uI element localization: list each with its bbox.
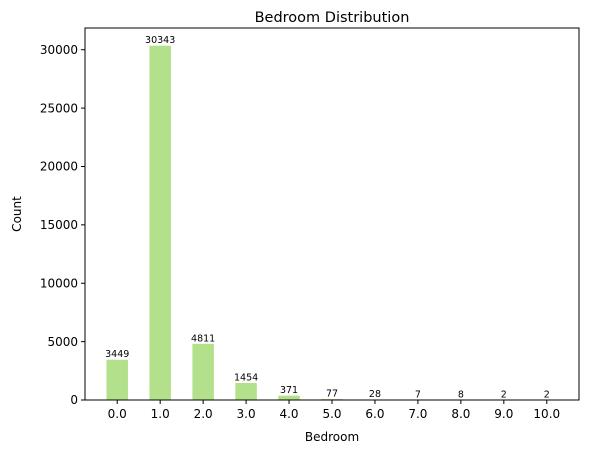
x-tick-label-5.0: 5.0: [322, 407, 341, 421]
bars-group: [106, 45, 558, 400]
y-tick-label-15000: 15000: [40, 218, 78, 232]
bar-0.0: [106, 359, 128, 400]
bar-3.0: [235, 383, 257, 400]
data-label-10.0: 2: [544, 389, 550, 400]
data-label-5.0: 77: [326, 389, 338, 400]
bar-2.0: [192, 343, 214, 400]
data-label-3.0: 1454: [234, 373, 258, 384]
data-label-8.0: 8: [458, 389, 464, 400]
y-tick-label-0: 0: [70, 393, 78, 407]
y-tick-label-25000: 25000: [40, 101, 78, 115]
x-axis: 0.0 1.0 2.0 3.0 4.0 5.0 6.0 7.0 8.0 9.0 10.0: [108, 400, 560, 421]
data-labels-group: 3449 30343 4811 1454 371 77 28 7 8 2 2: [105, 35, 550, 400]
y-tick-label-20000: 20000: [40, 160, 78, 174]
data-label-4.0: 371: [280, 385, 298, 396]
y-axis: 0 5000 10000 15000 20000 25000 30000: [40, 43, 85, 407]
y-tick-label-5000: 5000: [47, 335, 78, 349]
data-label-2.0: 4811: [191, 333, 215, 344]
y-tick-label-10000: 10000: [40, 276, 78, 290]
bar-4.0: [278, 395, 300, 400]
data-label-9.0: 2: [501, 389, 507, 400]
x-tick-label-1.0: 1.0: [151, 407, 170, 421]
bar-1.0: [149, 45, 171, 400]
data-label-7.0: 7: [415, 389, 421, 400]
x-tick-label-2.0: 2.0: [194, 407, 213, 421]
x-tick-label-9.0: 9.0: [494, 407, 513, 421]
data-label-6.0: 28: [369, 389, 381, 400]
chart-title: Bedroom Distribution: [255, 10, 410, 26]
x-tick-label-3.0: 3.0: [237, 407, 256, 421]
x-tick-label-6.0: 6.0: [365, 407, 384, 421]
x-axis-label: Bedroom: [305, 430, 359, 444]
data-label-0.0: 3449: [105, 349, 129, 360]
y-tick-label-30000: 30000: [40, 43, 78, 57]
x-tick-label-0.0: 0.0: [108, 407, 127, 421]
x-tick-label-7.0: 7.0: [408, 407, 427, 421]
y-axis-label: Count: [10, 196, 24, 232]
x-tick-label-10.0: 10.0: [533, 407, 560, 421]
data-label-1.0: 30343: [145, 35, 175, 46]
x-tick-label-4.0: 4.0: [279, 407, 298, 421]
x-tick-label-8.0: 8.0: [451, 407, 470, 421]
